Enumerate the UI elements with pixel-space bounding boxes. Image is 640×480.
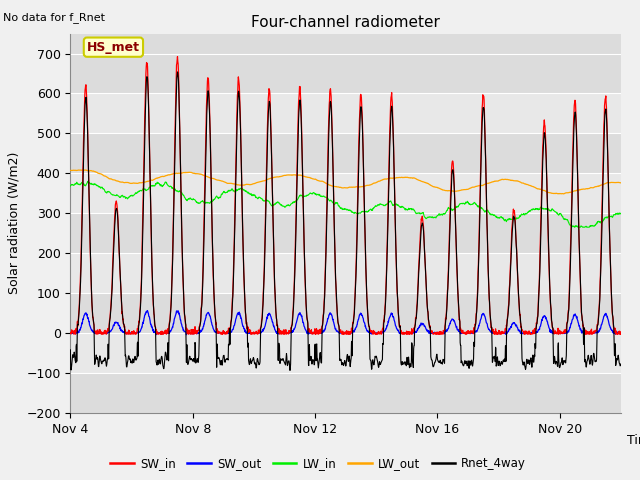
Bar	[70, 373, 621, 413]
Bar	[70, 213, 621, 253]
Text: No data for f_Rnet: No data for f_Rnet	[3, 12, 105, 23]
Bar	[70, 173, 621, 213]
Bar	[70, 333, 621, 373]
Text: HS_met: HS_met	[87, 41, 140, 54]
Y-axis label: Solar radiation (W/m2): Solar radiation (W/m2)	[8, 152, 20, 294]
Bar	[70, 293, 621, 333]
Bar	[70, 253, 621, 293]
Bar	[70, 94, 621, 133]
Bar	[70, 133, 621, 173]
Bar	[70, 54, 621, 94]
X-axis label: Time: Time	[627, 433, 640, 447]
Legend: SW_in, SW_out, LW_in, LW_out, Rnet_4way: SW_in, SW_out, LW_in, LW_out, Rnet_4way	[106, 453, 531, 475]
Title: Four-channel radiometer: Four-channel radiometer	[251, 15, 440, 30]
